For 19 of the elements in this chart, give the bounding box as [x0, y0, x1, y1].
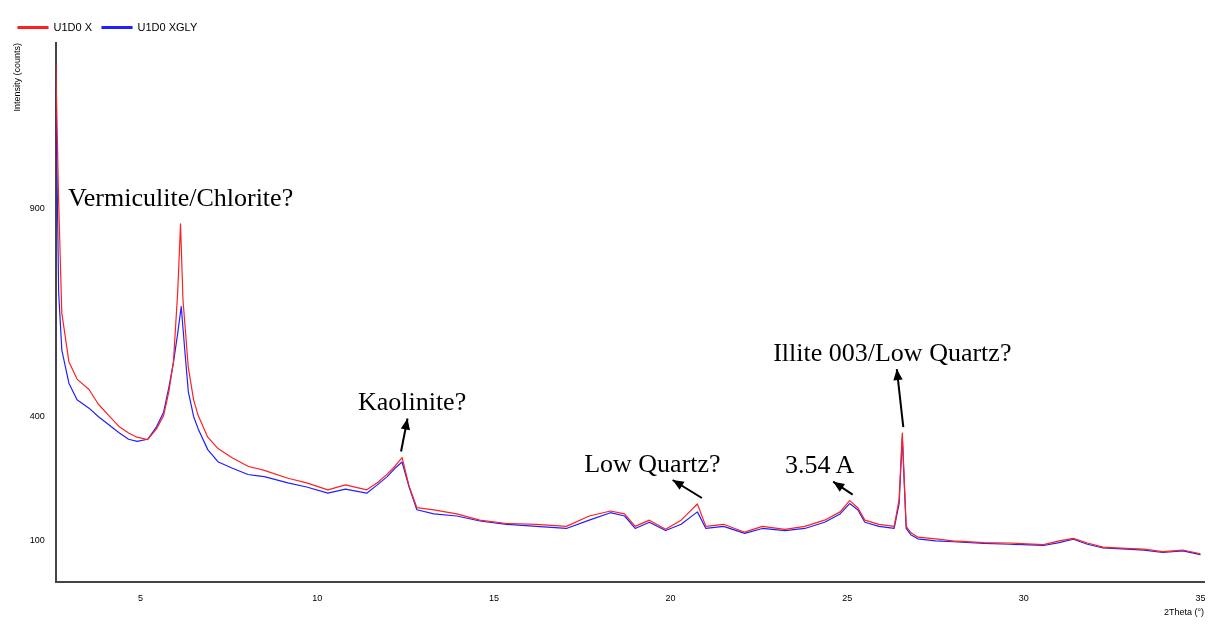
- y-axis-title: Intensity (counts): [11, 43, 22, 112]
- annotation: Low Quartz?: [584, 448, 721, 478]
- annotation: 3.54 A: [784, 450, 855, 480]
- x-tick-label: 5: [138, 593, 144, 604]
- x-tick-label: 20: [665, 593, 676, 604]
- y-tick-label: 900: [29, 203, 45, 214]
- x-tick-label: 15: [488, 593, 499, 604]
- y-tick-label: 400: [29, 410, 45, 421]
- x-tick-label: 10: [312, 593, 323, 604]
- x-tick-label: 25: [842, 593, 853, 604]
- annotation: Kaolinite?: [357, 387, 467, 417]
- legend-label: U1D0 XGLY: [137, 20, 198, 33]
- x-tick-label: 35: [1195, 593, 1206, 604]
- x-tick-label: 30: [1018, 593, 1029, 604]
- y-tick-label: 100: [29, 535, 45, 546]
- annotation: Illite 003/Low Quartz?: [773, 337, 1012, 367]
- legend-label: U1D0 X: [53, 20, 93, 33]
- annotation: Vermiculite/Chlorite?: [67, 182, 294, 212]
- x-axis-title: 2Theta (°): [1163, 607, 1204, 618]
